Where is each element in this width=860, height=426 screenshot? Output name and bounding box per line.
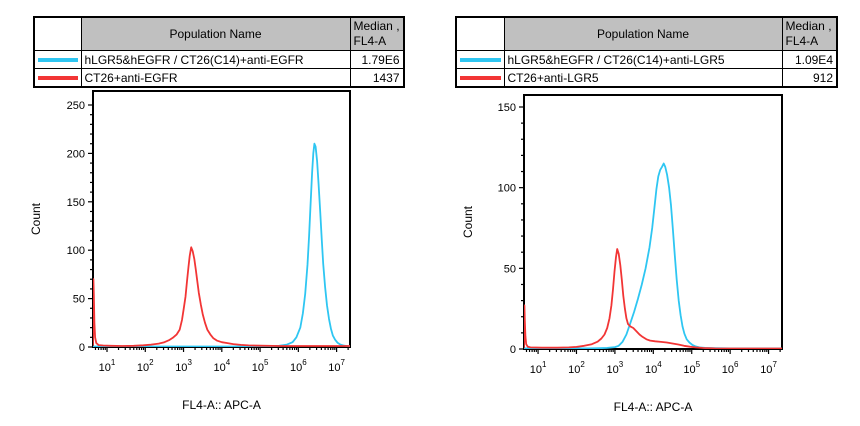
legend-swatch-cell (455, 50, 505, 69)
legend-swatch-cell (33, 68, 82, 88)
flow-histogram-panel: 0 50 100 150 200 250 101 102 103 104 105 106 107 Coun… (29, 90, 351, 412)
flow-histogram-panel: 0 50 100 150 101 102 103 104 105 106 107 Count FL4-A… (461, 94, 783, 414)
y-axis-label: Count (461, 205, 475, 238)
legend-swatch-header-cell (33, 16, 82, 51)
x-axis-label: FL4-A:: APC-A (182, 398, 261, 412)
table-row: hLGR5&hEGFR / CT26(C14)+anti-LGR5 1.09E4 (455, 50, 838, 69)
median-value-cell: 1.09E4 (781, 50, 838, 69)
x-tick-label: 105 (252, 358, 269, 374)
x-axis-label: FL4-A:: APC-A (614, 400, 693, 414)
y-tick-label: 100 (67, 245, 85, 257)
x-tick-label: 107 (760, 360, 777, 376)
x-tick-label: 103 (175, 358, 192, 374)
x-tick-label: 103 (607, 360, 624, 376)
histogram-curve (93, 246, 350, 347)
cyan-series-swatch-line (38, 57, 78, 62)
population-name-cell: CT26+anti-EGFR (80, 68, 351, 88)
x-tick-label: 101 (99, 358, 116, 374)
population-name-header: Population Name (503, 16, 783, 51)
y-tick-label: 150 (67, 197, 85, 209)
legend-swatch-cell (455, 68, 505, 88)
plot-frame (92, 90, 351, 348)
axis-ticks (88, 104, 349, 352)
median-header-line2: FL4-A (785, 34, 819, 48)
x-tick-label: 107 (328, 358, 345, 374)
median-value-cell: 912 (781, 68, 838, 88)
table-header-row: Population Name Median , FL4-A (33, 16, 405, 51)
legend-swatch-header-cell (455, 16, 505, 51)
histogram-curve (524, 162, 782, 349)
histogram-curve (524, 248, 782, 349)
y-tick-label: 100 (498, 183, 516, 195)
x-tick-label: 106 (290, 358, 307, 374)
histogram-curves (93, 142, 350, 347)
y-axis-label: Count (29, 202, 43, 235)
population-table-lgr5: Population Name Median , FL4-A hLGR5&hEGF… (455, 16, 838, 88)
median-header: Median , FL4-A (349, 16, 405, 51)
y-tick-label: 250 (67, 100, 85, 112)
median-header-line2: FL4-A (353, 34, 387, 48)
legend-swatch-cell (33, 50, 82, 69)
population-name-cell: hLGR5&hEGFR / CT26(C14)+anti-EGFR (80, 50, 351, 69)
histogram-curves (524, 162, 782, 349)
x-tick-label: 102 (568, 360, 585, 376)
table-row: hLGR5&hEGFR / CT26(C14)+anti-EGFR 1.79E6 (33, 50, 405, 69)
y-tick-label: 50 (73, 294, 85, 306)
y-tick-label: 50 (504, 263, 516, 275)
table-row: CT26+anti-LGR5 912 (455, 68, 838, 88)
table-row: CT26+anti-EGFR 1437 (33, 68, 405, 88)
median-value-cell: 1.79E6 (349, 50, 405, 69)
x-tick-label: 104 (645, 360, 662, 376)
population-name-header: Population Name (80, 16, 351, 51)
axis-tick-labels: 0 50 100 150 101 102 103 104 105 106 107 (498, 102, 778, 376)
median-header-line1: Median , (353, 19, 400, 33)
histogram-curve (93, 142, 350, 347)
median-value-cell: 1437 (349, 68, 405, 88)
red-series-swatch-line (460, 75, 501, 80)
population-name-cell: CT26+anti-LGR5 (503, 68, 783, 88)
population-name-cell: hLGR5&hEGFR / CT26(C14)+anti-LGR5 (503, 50, 783, 69)
population-table-egfr: Population Name Median , FL4-A hLGR5&hEGF… (33, 16, 405, 88)
x-tick-label: 105 (683, 360, 700, 376)
x-tick-label: 102 (137, 358, 154, 374)
axis-ticks (519, 106, 781, 354)
y-tick-label: 150 (498, 102, 516, 114)
y-tick-label: 0 (79, 342, 85, 354)
table-header-row: Population Name Median , FL4-A (455, 16, 838, 51)
median-header: Median , FL4-A (781, 16, 838, 51)
x-tick-label: 101 (530, 360, 547, 376)
x-tick-label: 104 (213, 358, 230, 374)
median-header-line1: Median , (785, 19, 832, 33)
x-tick-label: 106 (722, 360, 739, 376)
axis-tick-labels: 0 50 100 150 200 250 101 102 103 104 105 106 107 (67, 100, 346, 374)
red-series-swatch-line (38, 75, 78, 80)
y-tick-label: 0 (510, 344, 516, 356)
cyan-series-swatch-line (460, 57, 501, 62)
y-tick-label: 200 (67, 148, 85, 160)
